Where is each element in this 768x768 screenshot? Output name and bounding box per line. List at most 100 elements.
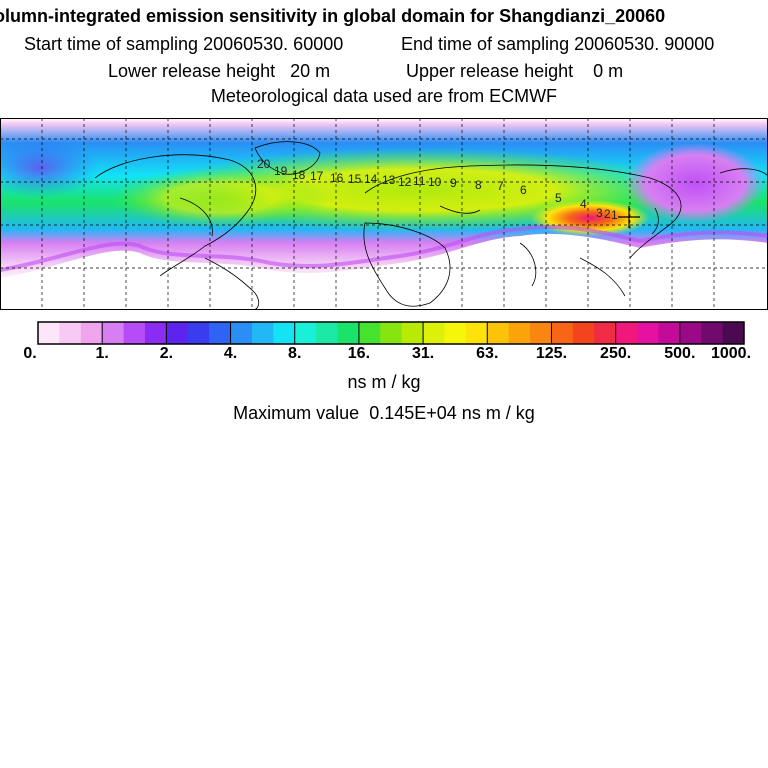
colorbar-cell (316, 322, 339, 344)
colorbar-cell (80, 322, 103, 344)
trajectory-label: 16 (330, 171, 344, 185)
colorbar-frame (37, 321, 745, 345)
lower-release-value: 20 m (290, 61, 331, 81)
north-america-coast (94, 154, 257, 277)
trajectory-label: 20 (257, 157, 271, 171)
asia-southeast-coast (579, 257, 626, 297)
africa-coast (363, 222, 451, 307)
release-site-marker (618, 206, 640, 228)
colorbar-tick-label: 16. (347, 345, 371, 362)
trajectory-label: 19 (274, 164, 288, 178)
upper-release-caption: Upper release height (406, 61, 574, 81)
trajectory-label: 11 (413, 174, 426, 188)
colorbar-cells (38, 322, 745, 344)
south-america-coast (204, 257, 260, 310)
colorbar-cell (401, 322, 424, 344)
end-time-label: End time of sampling 20060530. 90000 (401, 33, 714, 55)
colorbar-tick-label: 500. (664, 345, 696, 362)
colorbar-cell (273, 322, 296, 344)
colorbar-cell (230, 322, 253, 344)
colorbar-cell (337, 322, 360, 344)
trajectory-label: 17 (310, 169, 324, 183)
trajectory-label: 1 (611, 208, 618, 222)
start-time-value: 20060530. 60000 (203, 34, 344, 54)
colorbar-cell (38, 322, 60, 344)
greenland-coast (254, 141, 321, 175)
colorbar-cell (187, 322, 210, 344)
colorbar-cell (209, 322, 232, 344)
japan-coast (651, 207, 659, 235)
colorbar-cell (102, 322, 125, 344)
colorbar-cell (487, 322, 510, 344)
colorbar-cell (637, 322, 659, 344)
colorbar-cell (530, 322, 552, 344)
plume-region-west (110, 168, 330, 228)
maximum-value-line: Maximum value 0.145E+04 ns m / kg (0, 403, 768, 424)
trajectory-label: 2 (604, 207, 611, 221)
left-purple-patch (0, 138, 100, 198)
trajectory-label: 4 (580, 197, 587, 211)
colorbar-cell (358, 322, 381, 344)
plot-title: olumn-integrated emission sensitivity in… (0, 6, 666, 26)
trajectory-label: 13 (382, 173, 396, 187)
colorbar-cell (572, 322, 595, 344)
graticule (0, 118, 768, 310)
colorbar-cell (508, 322, 531, 344)
colorbar-cell (144, 322, 167, 344)
colorbar-tick-label: 1000. (710, 345, 752, 362)
arctic-patch (625, 143, 765, 223)
trajectory-label: 8 (475, 178, 482, 192)
colorbar-cell (551, 322, 574, 344)
colorbar-cell (123, 322, 146, 344)
magenta-fringe (0, 224, 768, 272)
upper-release-value: 0 m (593, 61, 624, 81)
low-sensitivity-region (0, 233, 768, 310)
colorbar-cell (444, 322, 467, 344)
colorbar-cell (658, 322, 681, 344)
colorbar-cell (722, 322, 745, 344)
trajectory-label: 6 (520, 183, 527, 197)
colorbar-tick-label: 2. (159, 345, 174, 362)
colorbar-tick-label: 125. (535, 345, 568, 362)
india-coast (519, 242, 537, 287)
maximum-value-caption: Maximum value (233, 403, 360, 423)
lower-release-caption: Lower release height (108, 61, 276, 81)
coastlines (94, 141, 768, 310)
colorbar-cell (251, 322, 274, 344)
lower-release-height: Lower release height 20 m (108, 60, 330, 82)
maximum-value: 0.145E+04 ns m / kg (369, 403, 535, 423)
end-time-value: 20060530. 90000 (574, 34, 715, 54)
trajectory-label: 5 (555, 191, 562, 205)
colorbar-tick-label: 250. (600, 345, 632, 362)
colorbar-cell (166, 322, 189, 344)
colorbar-cell (423, 322, 445, 344)
colorbar-tick-label: 0. (23, 345, 37, 362)
colorbar-cell (294, 322, 317, 344)
end-time-caption: End time of sampling (401, 34, 570, 54)
trajectory-label: 14 (364, 172, 378, 186)
colorbar-cell (380, 322, 403, 344)
colorbar-tick-label: 63. (476, 345, 499, 362)
colorbar-tick-label: 8. (288, 345, 302, 362)
colorbar-tick-label: 4. (223, 345, 238, 362)
colorbar-cell (594, 322, 617, 344)
upper-release-height: Upper release height 0 m (406, 60, 623, 82)
met-data-line: Meteorological data used are from ECMWF (210, 86, 558, 106)
eurasia-coast (364, 164, 682, 259)
colorbar-tick-label: 1. (95, 345, 109, 362)
alaska-coast (719, 168, 768, 177)
colorbar-cell (701, 322, 724, 344)
trajectory-label: 3 (596, 206, 603, 220)
trajectory-label: 12 (398, 175, 412, 189)
colorbar-tick-label: 31. (411, 345, 435, 362)
colorbar-cell (615, 322, 638, 344)
trajectory-label: 7 (497, 179, 504, 193)
start-time-caption: Start time of sampling (24, 34, 199, 54)
colorbar (37, 321, 745, 345)
trajectory-label: 18 (292, 168, 306, 182)
trajectory-label: 10 (428, 175, 442, 189)
trajectory-label: 9 (450, 176, 457, 190)
colorbar-cell (465, 322, 488, 344)
